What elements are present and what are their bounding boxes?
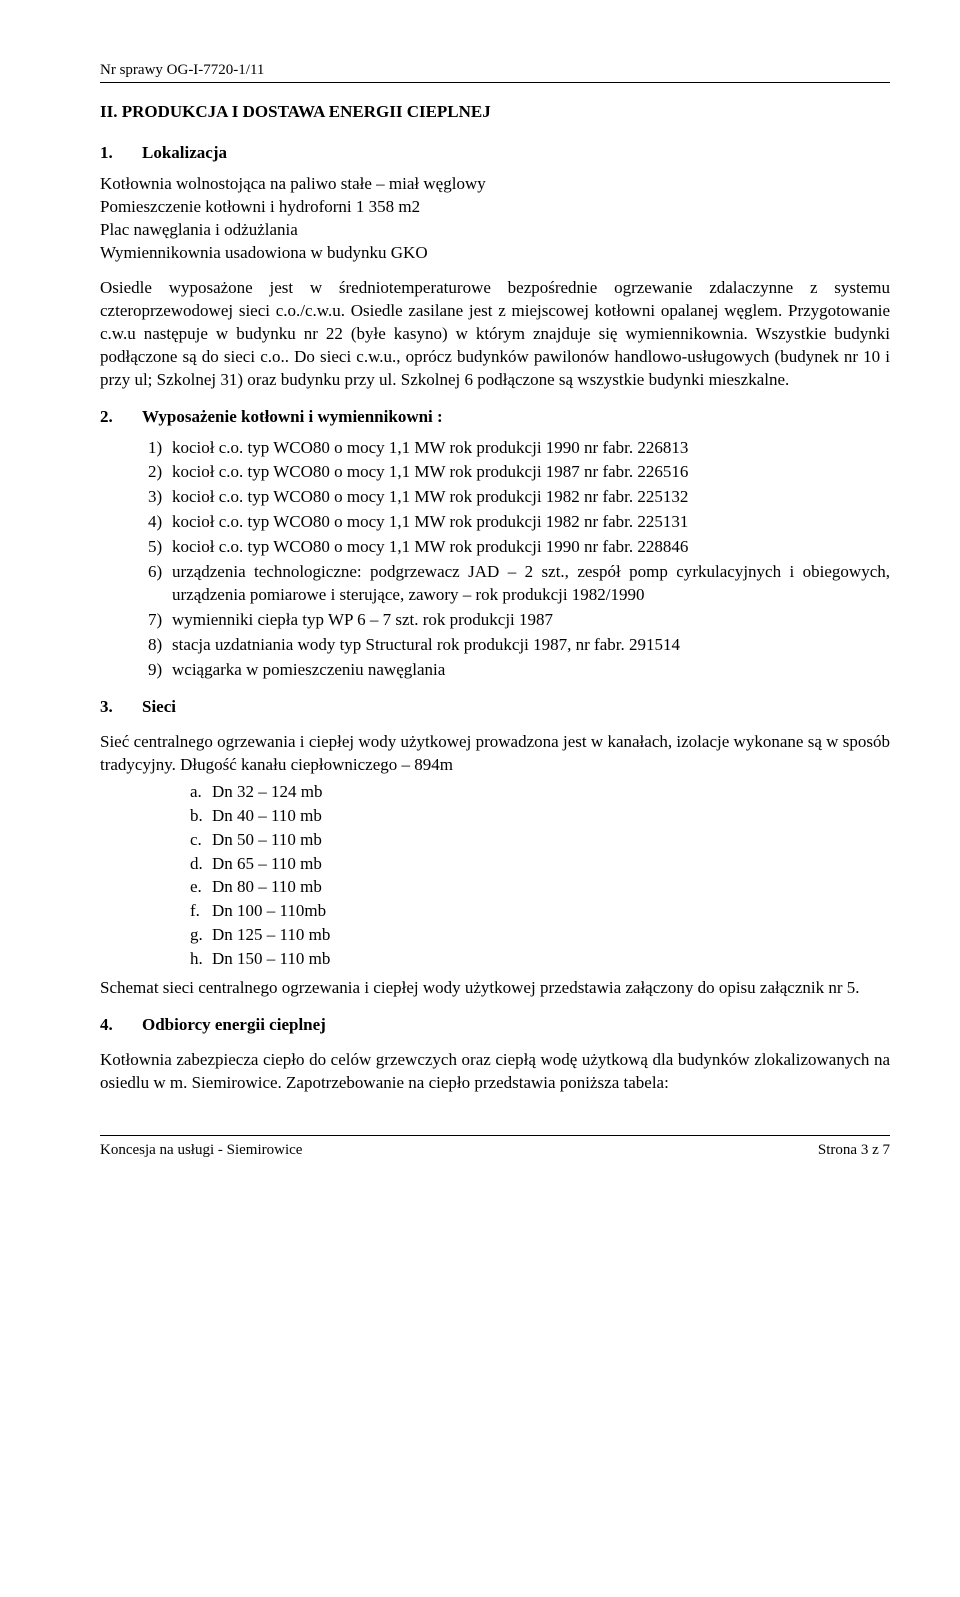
page-footer: Koncesja na usługi - Siemirowice Strona … bbox=[100, 1135, 890, 1160]
section-3-paragraph-2: Schemat sieci centralnego ogrzewania i c… bbox=[100, 977, 890, 1000]
item-text: Dn 32 – 124 mb bbox=[212, 781, 323, 804]
item-number: 5) bbox=[148, 536, 172, 559]
item-text: stacja uzdatniania wody typ Structural r… bbox=[172, 634, 890, 657]
list-item: 7)wymienniki ciepła typ WP 6 – 7 szt. ro… bbox=[148, 609, 890, 632]
list-item: 2)kocioł c.o. typ WCO80 o mocy 1,1 MW ro… bbox=[148, 461, 890, 484]
item-number: 7) bbox=[148, 609, 172, 632]
item-text: wymienniki ciepła typ WP 6 – 7 szt. rok … bbox=[172, 609, 890, 632]
list-item: 1)kocioł c.o. typ WCO80 o mocy 1,1 MW ro… bbox=[148, 437, 890, 460]
section-3-heading: 3. Sieci bbox=[100, 696, 890, 719]
list-item: 3)kocioł c.o. typ WCO80 o mocy 1,1 MW ro… bbox=[148, 486, 890, 509]
item-letter: e. bbox=[190, 876, 212, 899]
section-1-title: Lokalizacja bbox=[142, 142, 227, 165]
loc-line-4: Wymiennikownia usadowiona w budynku GKO bbox=[100, 242, 890, 265]
loc-line-2: Pomieszczenie kotłowni i hydroforni 1 35… bbox=[100, 196, 890, 219]
item-text: urządzenia technologiczne: podgrzewacz J… bbox=[172, 561, 890, 607]
list-item: g.Dn 125 – 110 mb bbox=[190, 924, 890, 947]
item-text: Dn 50 – 110 mb bbox=[212, 829, 322, 852]
section-4-heading: 4. Odbiorcy energii cieplnej bbox=[100, 1014, 890, 1037]
list-item: 5)kocioł c.o. typ WCO80 o mocy 1,1 MW ro… bbox=[148, 536, 890, 559]
pipe-list: a.Dn 32 – 124 mb b.Dn 40 – 110 mb c.Dn 5… bbox=[190, 781, 890, 972]
section-1-lines: Kotłownia wolnostojąca na paliwo stałe –… bbox=[100, 173, 890, 265]
item-text: Dn 80 – 110 mb bbox=[212, 876, 322, 899]
item-number: 6) bbox=[148, 561, 172, 607]
section-2-number: 2. bbox=[100, 406, 142, 429]
case-number: Nr sprawy OG-I-7720-1/11 bbox=[100, 60, 890, 80]
list-item: 9)wciągarka w pomieszczeniu nawęglania bbox=[148, 659, 890, 682]
section-2-heading: 2. Wyposażenie kotłowni i wymiennikowni … bbox=[100, 406, 890, 429]
section-1-number: 1. bbox=[100, 142, 142, 165]
item-letter: h. bbox=[190, 948, 212, 971]
item-text: kocioł c.o. typ WCO80 o mocy 1,1 MW rok … bbox=[172, 486, 890, 509]
list-item: c.Dn 50 – 110 mb bbox=[190, 829, 890, 852]
section-4-number: 4. bbox=[100, 1014, 142, 1037]
item-text: Dn 100 – 110mb bbox=[212, 900, 326, 923]
list-item: e.Dn 80 – 110 mb bbox=[190, 876, 890, 899]
loc-line-1: Kotłownia wolnostojąca na paliwo stałe –… bbox=[100, 173, 890, 196]
item-text: kocioł c.o. typ WCO80 o mocy 1,1 MW rok … bbox=[172, 461, 890, 484]
item-text: wciągarka w pomieszczeniu nawęglania bbox=[172, 659, 890, 682]
item-number: 2) bbox=[148, 461, 172, 484]
item-letter: a. bbox=[190, 781, 212, 804]
item-text: Dn 65 – 110 mb bbox=[212, 853, 322, 876]
list-item: h.Dn 150 – 110 mb bbox=[190, 948, 890, 971]
section-3-title: Sieci bbox=[142, 696, 176, 719]
item-number: 4) bbox=[148, 511, 172, 534]
footer-right: Strona 3 z 7 bbox=[818, 1140, 890, 1160]
item-number: 9) bbox=[148, 659, 172, 682]
section-3-number: 3. bbox=[100, 696, 142, 719]
item-number: 3) bbox=[148, 486, 172, 509]
item-letter: g. bbox=[190, 924, 212, 947]
item-letter: f. bbox=[190, 900, 212, 923]
item-text: kocioł c.o. typ WCO80 o mocy 1,1 MW rok … bbox=[172, 437, 890, 460]
item-text: kocioł c.o. typ WCO80 o mocy 1,1 MW rok … bbox=[172, 511, 890, 534]
section-4-paragraph: Kotłownia zabezpiecza ciepło do celów gr… bbox=[100, 1049, 890, 1095]
footer-left: Koncesja na usługi - Siemirowice bbox=[100, 1140, 302, 1160]
item-text: Dn 40 – 110 mb bbox=[212, 805, 322, 828]
list-item: a.Dn 32 – 124 mb bbox=[190, 781, 890, 804]
section-1-paragraph: Osiedle wyposażone jest w średniotempera… bbox=[100, 277, 890, 392]
list-item: 6)urządzenia technologiczne: podgrzewacz… bbox=[148, 561, 890, 607]
list-item: 8)stacja uzdatniania wody typ Structural… bbox=[148, 634, 890, 657]
list-item: 4)kocioł c.o. typ WCO80 o mocy 1,1 MW ro… bbox=[148, 511, 890, 534]
section-3-paragraph-1: Sieć centralnego ogrzewania i ciepłej wo… bbox=[100, 731, 890, 777]
section-2-title: Wyposażenie kotłowni i wymiennikowni : bbox=[142, 406, 443, 429]
item-number: 8) bbox=[148, 634, 172, 657]
list-item: b.Dn 40 – 110 mb bbox=[190, 805, 890, 828]
section-4-title: Odbiorcy energii cieplnej bbox=[142, 1014, 326, 1037]
item-text: Dn 125 – 110 mb bbox=[212, 924, 330, 947]
page-title: II. PRODUKCJA I DOSTAWA ENERGII CIEPLNEJ bbox=[100, 101, 890, 124]
item-letter: d. bbox=[190, 853, 212, 876]
header-rule bbox=[100, 82, 890, 83]
list-item: f.Dn 100 – 110mb bbox=[190, 900, 890, 923]
item-text: Dn 150 – 110 mb bbox=[212, 948, 330, 971]
item-text: kocioł c.o. typ WCO80 o mocy 1,1 MW rok … bbox=[172, 536, 890, 559]
list-item: d.Dn 65 – 110 mb bbox=[190, 853, 890, 876]
loc-line-3: Plac nawęglania i odżużlania bbox=[100, 219, 890, 242]
equipment-list: 1)kocioł c.o. typ WCO80 o mocy 1,1 MW ro… bbox=[148, 437, 890, 682]
item-number: 1) bbox=[148, 437, 172, 460]
item-letter: b. bbox=[190, 805, 212, 828]
item-letter: c. bbox=[190, 829, 212, 852]
section-1-heading: 1. Lokalizacja bbox=[100, 142, 890, 165]
